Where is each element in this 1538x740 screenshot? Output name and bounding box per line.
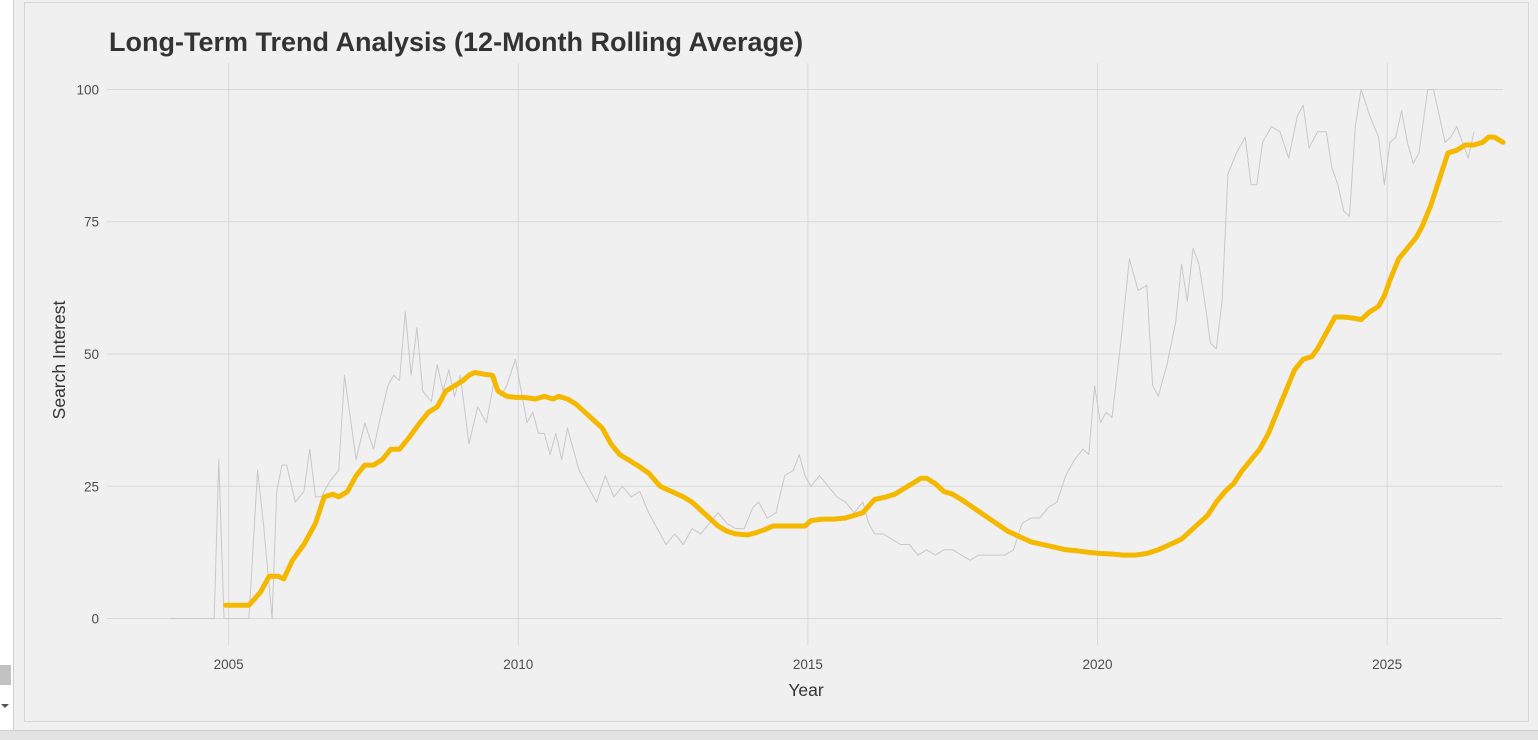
left-pane-edge	[0, 0, 14, 739]
y-tick-label: 100	[76, 82, 99, 97]
raw-search-interest-line	[170, 89, 1475, 619]
trend-line-chart: Long-Term Trend Analysis (12-Month Rolli…	[49, 27, 1506, 700]
x-tick-label: 2005	[214, 657, 244, 672]
scroll-down-arrow-icon[interactable]	[1, 704, 9, 708]
rolling-average-series	[223, 134, 1506, 608]
y-tick-label: 25	[84, 479, 99, 494]
bottom-status-strip	[0, 730, 1538, 740]
raw-series	[170, 89, 1475, 619]
y-axis-label: Search Interest	[49, 301, 69, 420]
x-axis-label: Year	[788, 680, 824, 700]
y-tick-label: 0	[91, 612, 99, 627]
grid-lines	[107, 63, 1503, 645]
y-axis-ticks: 0 25 50 75 100	[76, 82, 99, 626]
plot-panel: Long-Term Trend Analysis (12-Month Rolli…	[24, 2, 1529, 722]
chart-title: Long-Term Trend Analysis (12-Month Rolli…	[109, 27, 803, 57]
y-tick-label: 75	[84, 215, 99, 230]
rolling-average-line	[223, 134, 1506, 608]
scrollbar-thumb[interactable]	[0, 665, 11, 685]
x-tick-label: 2010	[503, 657, 533, 672]
x-tick-label: 2020	[1082, 657, 1112, 672]
y-tick-label: 50	[84, 347, 99, 362]
x-tick-label: 2015	[793, 657, 823, 672]
x-tick-label: 2025	[1372, 657, 1402, 672]
x-axis-ticks: 2005 2010 2015 2020 2025	[214, 657, 1403, 672]
